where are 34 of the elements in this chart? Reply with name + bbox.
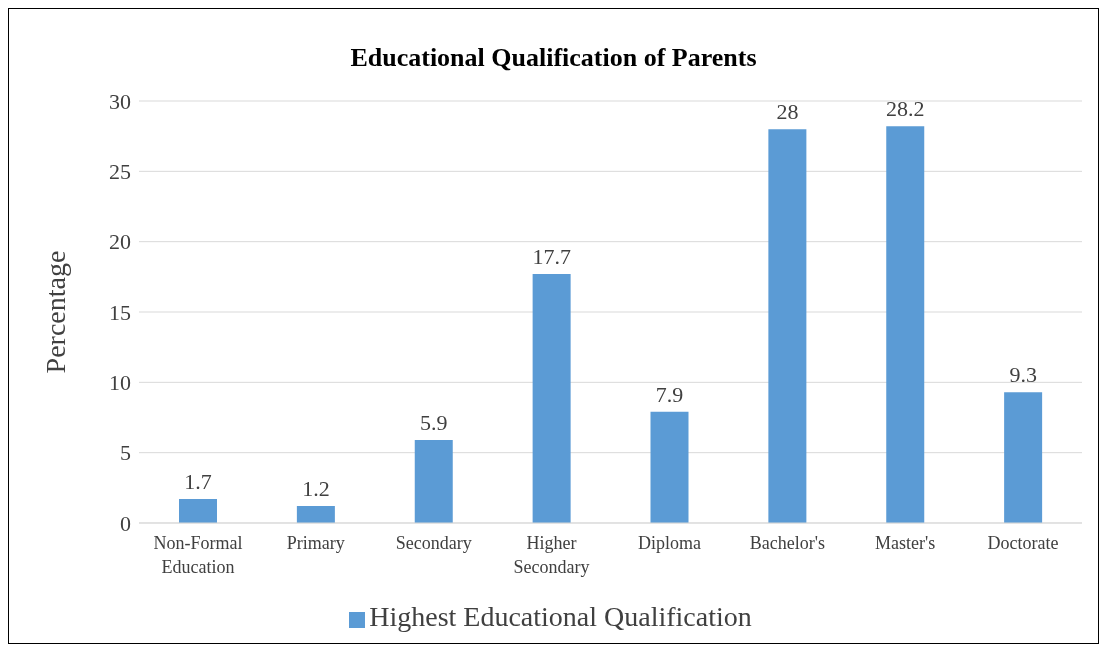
data-label: 1.7 xyxy=(184,469,212,495)
data-label: 28.2 xyxy=(886,96,925,122)
y-tick-label: 30 xyxy=(109,88,131,114)
x-tick-label: Doctorate xyxy=(987,533,1059,553)
y-tick-label: 0 xyxy=(120,510,131,536)
y-tick-label: 15 xyxy=(109,299,131,325)
x-tick-label: Secondary xyxy=(395,533,472,553)
bar xyxy=(296,506,335,523)
y-tick-label: 20 xyxy=(109,229,131,255)
x-tick-label: Higher Secondary xyxy=(513,533,590,577)
y-tick-label: 25 xyxy=(109,159,131,185)
data-label: 7.9 xyxy=(655,381,684,407)
bar xyxy=(1004,392,1043,523)
bar xyxy=(179,499,217,523)
bar xyxy=(886,126,925,523)
bar xyxy=(532,274,571,523)
data-label: 9.3 xyxy=(1009,362,1037,388)
legend-label: Highest Educational Qualification xyxy=(369,601,752,632)
bar xyxy=(650,411,689,523)
x-tick-label: Master's xyxy=(875,533,936,553)
x-tick-label: Primary xyxy=(286,533,345,553)
data-label: 1.2 xyxy=(302,476,330,502)
chart-title: Educational Qualification of Parents xyxy=(349,43,758,73)
x-tick-label: Diploma xyxy=(637,533,701,553)
bar xyxy=(414,440,453,523)
data-label: 17.7 xyxy=(532,244,571,270)
bar xyxy=(768,129,807,523)
y-tick-label: 5 xyxy=(120,440,131,466)
y-axis-title: Percentage xyxy=(39,250,71,374)
data-label: 5.9 xyxy=(420,410,448,436)
data-label: 28 xyxy=(776,99,799,125)
x-tick-label: Non-Formal Education xyxy=(153,533,243,577)
y-tick-label: 10 xyxy=(109,370,131,396)
x-tick-label: Bachelor's xyxy=(749,533,825,553)
